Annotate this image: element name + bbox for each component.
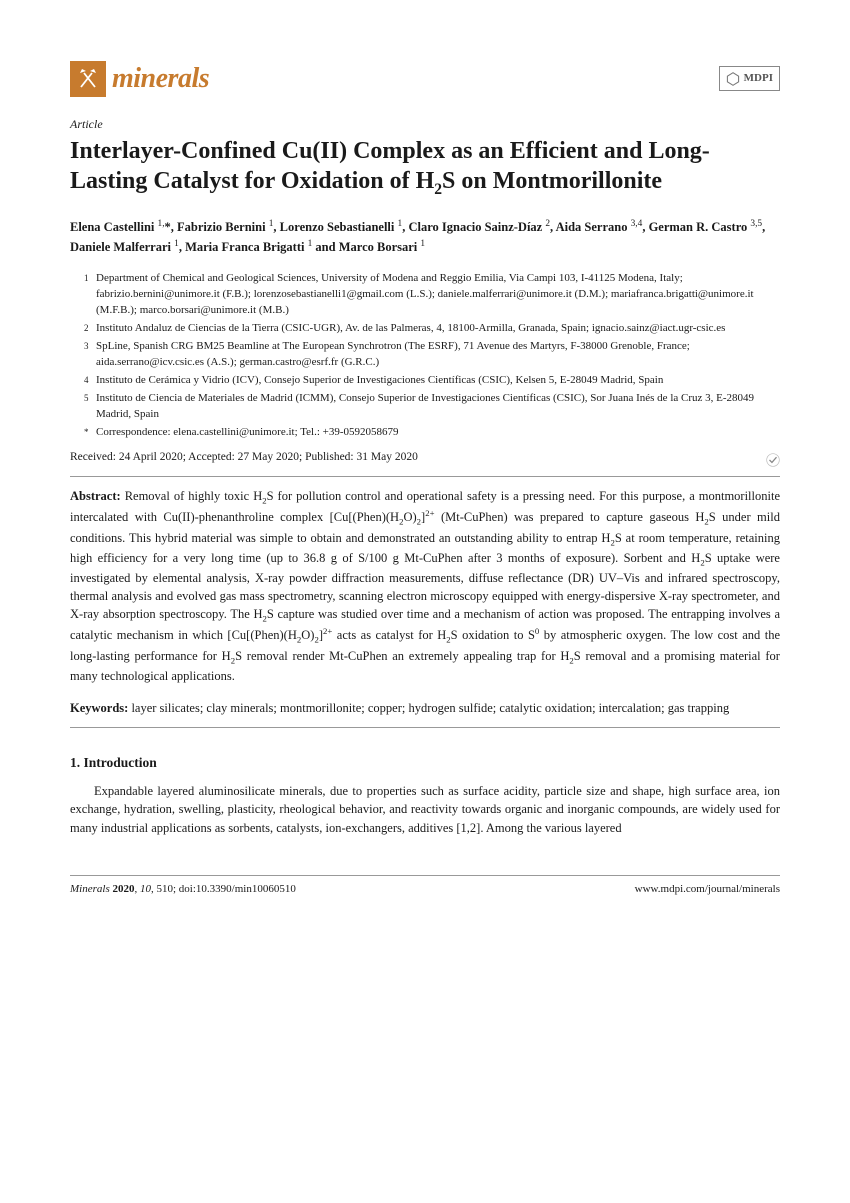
footer-citation: Minerals 2020, 10, 510; doi:10.3390/min1… bbox=[70, 882, 296, 897]
section-heading-intro: 1. Introduction bbox=[70, 754, 780, 772]
affiliation-text: Department of Chemical and Geological Sc… bbox=[96, 271, 780, 319]
publisher-badge: MDPI bbox=[719, 66, 780, 91]
abstract: Abstract: Removal of highly toxic H2S fo… bbox=[70, 487, 780, 685]
affiliation-row: 2Instituto Andaluz de Ciencias de la Tie… bbox=[84, 321, 780, 337]
article-title: Interlayer-Confined Cu(II) Complex as an… bbox=[70, 136, 780, 199]
check-updates-icon bbox=[766, 453, 780, 467]
journal-name: minerals bbox=[112, 60, 209, 98]
affiliation-text: Correspondence: elena.castellini@unimore… bbox=[96, 425, 780, 441]
page-footer: Minerals 2020, 10, 510; doi:10.3390/min1… bbox=[70, 875, 780, 897]
affiliation-row: *Correspondence: elena.castellini@unimor… bbox=[84, 425, 780, 441]
publication-dates: Received: 24 April 2020; Accepted: 27 Ma… bbox=[70, 450, 418, 470]
abstract-text: Removal of highly toxic H2S for pollutio… bbox=[70, 489, 780, 683]
publisher-name: MDPI bbox=[744, 71, 773, 86]
affiliation-text: SpLine, Spanish CRG BM25 Beamline at The… bbox=[96, 339, 780, 371]
header-row: minerals MDPI bbox=[70, 60, 780, 98]
footer-url: www.mdpi.com/journal/minerals bbox=[635, 882, 780, 897]
keywords-label: Keywords: bbox=[70, 701, 128, 715]
affiliations: 1Department of Chemical and Geological S… bbox=[84, 271, 780, 440]
affiliation-marker: * bbox=[84, 425, 96, 441]
affiliation-marker: 5 bbox=[84, 391, 96, 423]
affiliation-marker: 3 bbox=[84, 339, 96, 371]
publisher-hexagon-icon bbox=[726, 72, 740, 86]
authors-list: Elena Castellini 1,*, Fabrizio Bernini 1… bbox=[70, 217, 780, 257]
abstract-label: Abstract: bbox=[70, 489, 121, 503]
keywords: Keywords: layer silicates; clay minerals… bbox=[70, 699, 780, 717]
intro-paragraph: Expandable layered aluminosilicate miner… bbox=[70, 782, 780, 836]
affiliation-row: 5Instituto de Ciencia de Materiales de M… bbox=[84, 391, 780, 423]
journal-logo-icon bbox=[70, 61, 106, 97]
affiliation-marker: 2 bbox=[84, 321, 96, 337]
affiliation-row: 4Instituto de Cerámica y Vidrio (ICV), C… bbox=[84, 373, 780, 389]
affiliation-text: Instituto Andaluz de Ciencias de la Tier… bbox=[96, 321, 780, 337]
journal-logo: minerals bbox=[70, 60, 209, 98]
affiliation-marker: 1 bbox=[84, 271, 96, 319]
affiliation-row: 3SpLine, Spanish CRG BM25 Beamline at Th… bbox=[84, 339, 780, 371]
affiliation-row: 1Department of Chemical and Geological S… bbox=[84, 271, 780, 319]
separator bbox=[70, 727, 780, 728]
separator bbox=[70, 476, 780, 477]
affiliation-text: Instituto de Cerámica y Vidrio (ICV), Co… bbox=[96, 373, 780, 389]
affiliation-text: Instituto de Ciencia de Materiales de Ma… bbox=[96, 391, 780, 423]
article-type: Article bbox=[70, 116, 780, 132]
keywords-text: layer silicates; clay minerals; montmori… bbox=[131, 701, 729, 715]
affiliation-marker: 4 bbox=[84, 373, 96, 389]
